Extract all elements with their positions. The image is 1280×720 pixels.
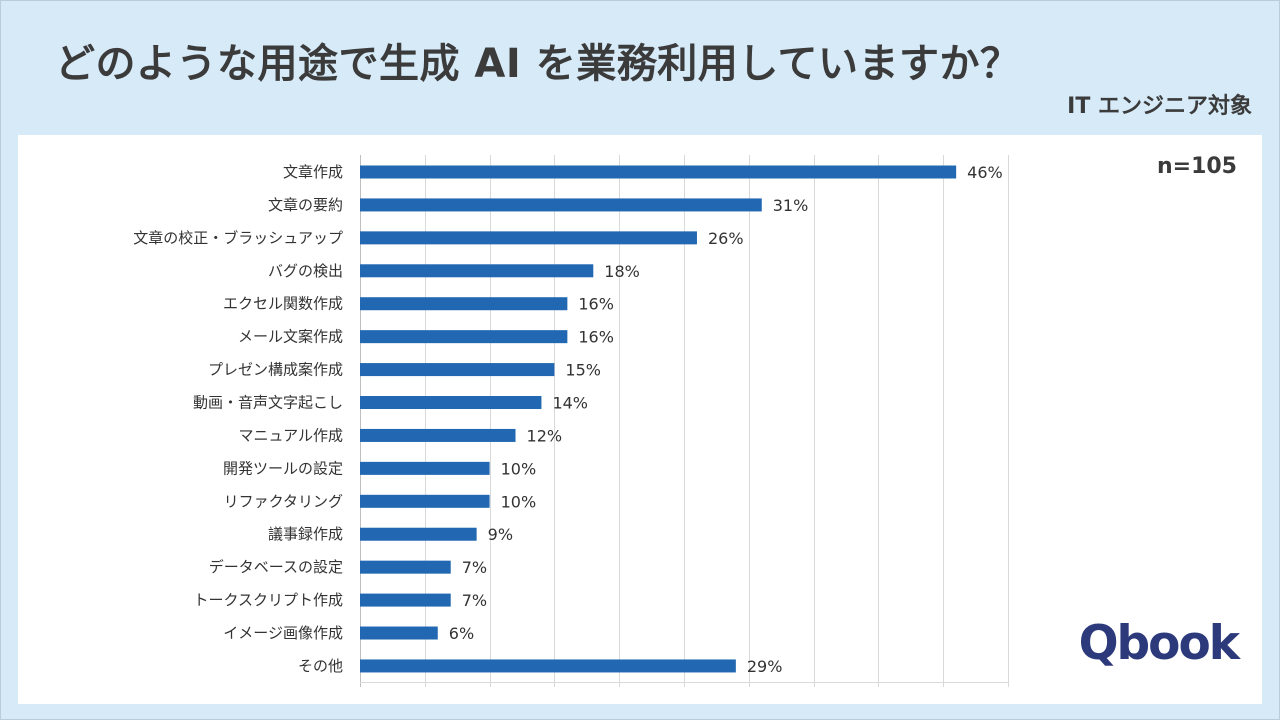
- sample-size-label: n=105: [1156, 154, 1237, 179]
- chart-panel: n=105 Qbook: [18, 135, 1262, 704]
- chart-subtitle: IT エンジニア対象: [1067, 94, 1252, 119]
- qbook-logo: Qbook: [1078, 616, 1240, 671]
- chart-title: どのような用途で生成 AI を業務利用していますか？: [55, 41, 1021, 87]
